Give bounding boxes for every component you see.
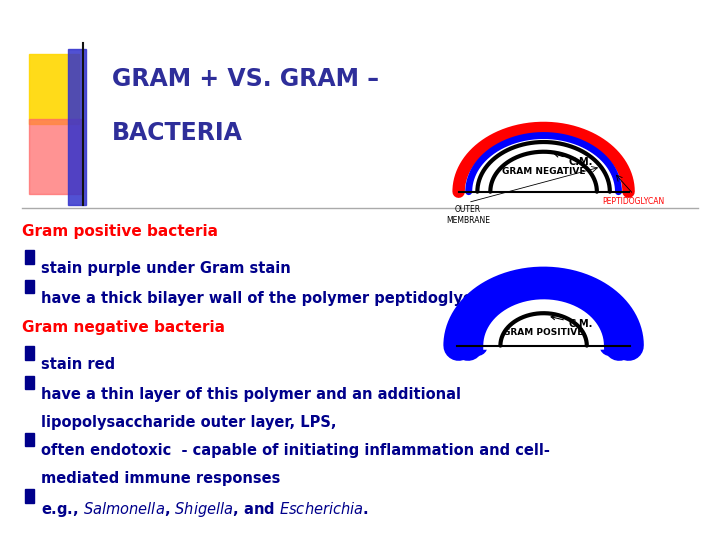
Text: lipopolysaccharide outer layer, LPS,: lipopolysaccharide outer layer, LPS, — [41, 415, 336, 430]
Text: GRAM NEGATIVE: GRAM NEGATIVE — [502, 167, 585, 176]
Bar — [29, 54, 79, 124]
Text: C.M.: C.M. — [551, 316, 593, 329]
Bar — [25, 250, 34, 264]
Bar — [29, 119, 83, 194]
Text: often endotoxic  - capable of initiating inflammation and cell-: often endotoxic - capable of initiating … — [41, 443, 550, 458]
Bar — [25, 346, 34, 360]
Text: Gram negative bacteria: Gram negative bacteria — [22, 320, 225, 335]
Text: BACTERIA: BACTERIA — [112, 122, 243, 145]
Bar — [68, 49, 86, 205]
Text: PEPTIDOGLYCAN: PEPTIDOGLYCAN — [603, 197, 665, 206]
Bar — [25, 280, 34, 293]
Text: GRAM + VS. GRAM –: GRAM + VS. GRAM – — [112, 68, 379, 91]
Text: mediated immune responses: mediated immune responses — [41, 471, 280, 487]
Text: Gram positive bacteria: Gram positive bacteria — [22, 224, 217, 239]
Bar — [25, 376, 34, 389]
Text: stain purple under Gram stain: stain purple under Gram stain — [41, 261, 291, 276]
Text: GRAM POSITIVE: GRAM POSITIVE — [503, 328, 584, 336]
Bar — [25, 489, 34, 503]
Text: have a thick bilayer wall of the polymer peptidoglycan.: have a thick bilayer wall of the polymer… — [41, 291, 498, 306]
Text: C.M.: C.M. — [554, 153, 593, 167]
Bar — [25, 433, 34, 446]
Text: have a thin layer of this polymer and an additional: have a thin layer of this polymer and an… — [41, 387, 461, 402]
Text: e.g., $\mathbf{\it{Salmonella}}$, $\mathbf{\it{Shigella}}$, and $\mathbf{\it{Esc: e.g., $\mathbf{\it{Salmonella}}$, $\math… — [41, 500, 369, 519]
Text: OUTER
MEMBRANE: OUTER MEMBRANE — [446, 205, 490, 225]
Text: stain red: stain red — [41, 357, 115, 372]
